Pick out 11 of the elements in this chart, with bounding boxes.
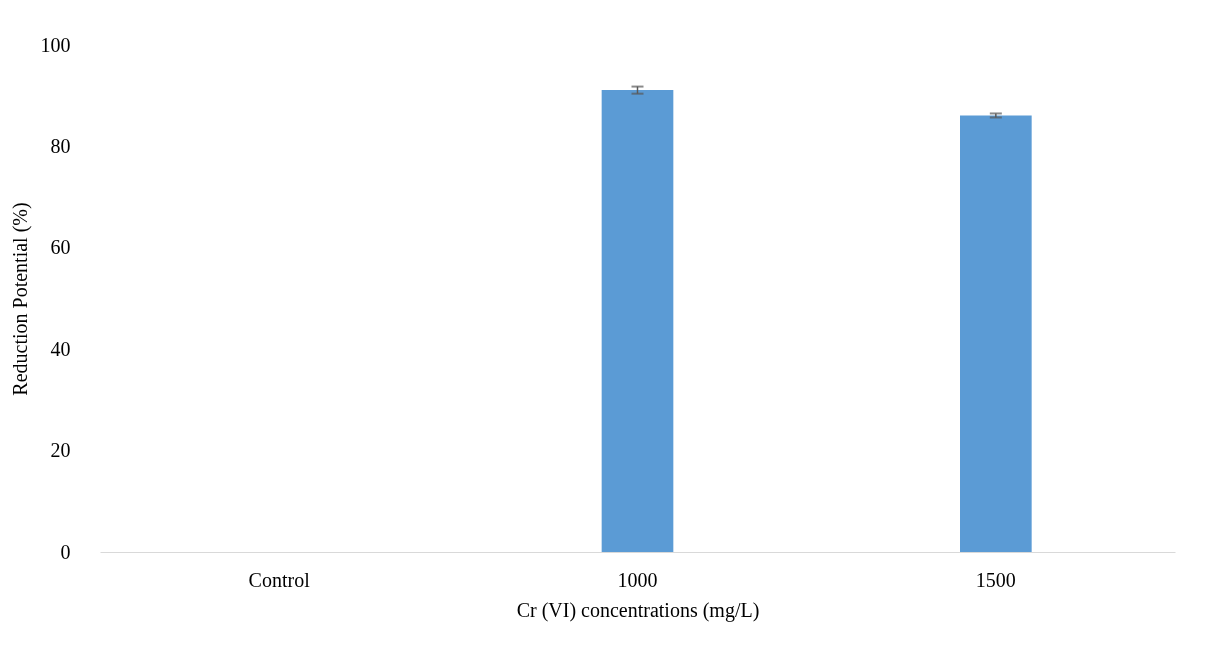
y-axis-title: Reduction Potential (%) [8,202,32,396]
y-tick-label: 80 [50,134,71,157]
x-tick-label: Control [248,568,311,591]
x-tick-label: 1500 [975,568,1016,591]
y-tick-label: 60 [50,236,71,259]
y-tick-label: 0 [60,540,71,563]
x-tick-label: 1000 [617,568,658,591]
y-tick-label: 100 [40,33,71,56]
y-tick-label: 20 [50,439,71,462]
y-tick-label: 40 [50,337,71,360]
x-axis-title: Cr (VI) concentrations (mg/L) [516,598,760,622]
